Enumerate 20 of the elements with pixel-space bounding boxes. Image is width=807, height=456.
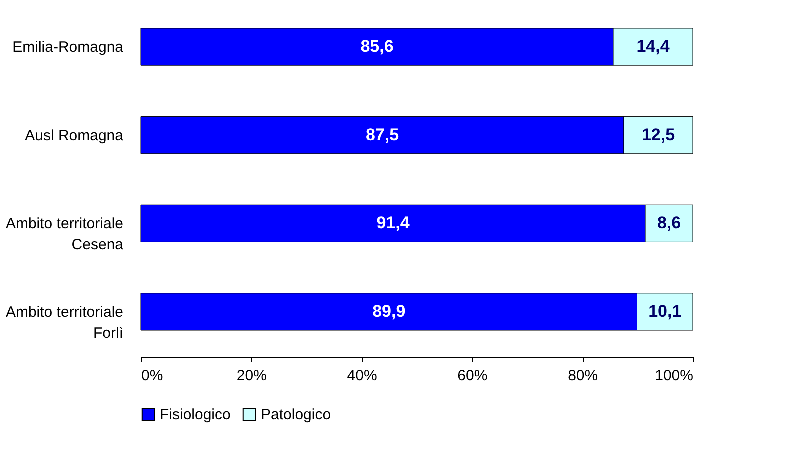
x-tick-label: 0% xyxy=(142,368,164,384)
x-tick-label: 80% xyxy=(568,368,598,384)
data-label: 91,4 xyxy=(376,214,410,233)
y-tick-label: Ausl Romagna xyxy=(25,127,124,144)
legend-label: Patologico xyxy=(261,406,332,424)
data-label: 87,5 xyxy=(366,125,400,144)
x-tick-label: 100% xyxy=(655,368,694,384)
y-tick-label: Emilia-Romagna xyxy=(12,39,124,56)
data-label: 8,6 xyxy=(657,214,682,233)
data-label: 14,4 xyxy=(636,37,670,56)
data-label: 12,5 xyxy=(642,125,676,144)
y-tick-label: Ambito territoriale Forlì xyxy=(6,304,124,342)
x-tick-label: 40% xyxy=(347,368,378,384)
data-label: 89,9 xyxy=(372,302,406,321)
data-label: 85,6 xyxy=(360,37,394,56)
data-label: 10,1 xyxy=(648,302,682,321)
legend-label: Fisiologico xyxy=(160,406,231,424)
x-tick-label: 60% xyxy=(458,368,488,384)
x-tick-label: 20% xyxy=(236,368,267,384)
y-tick-label: Ambito territoriale Cesena xyxy=(6,216,124,254)
